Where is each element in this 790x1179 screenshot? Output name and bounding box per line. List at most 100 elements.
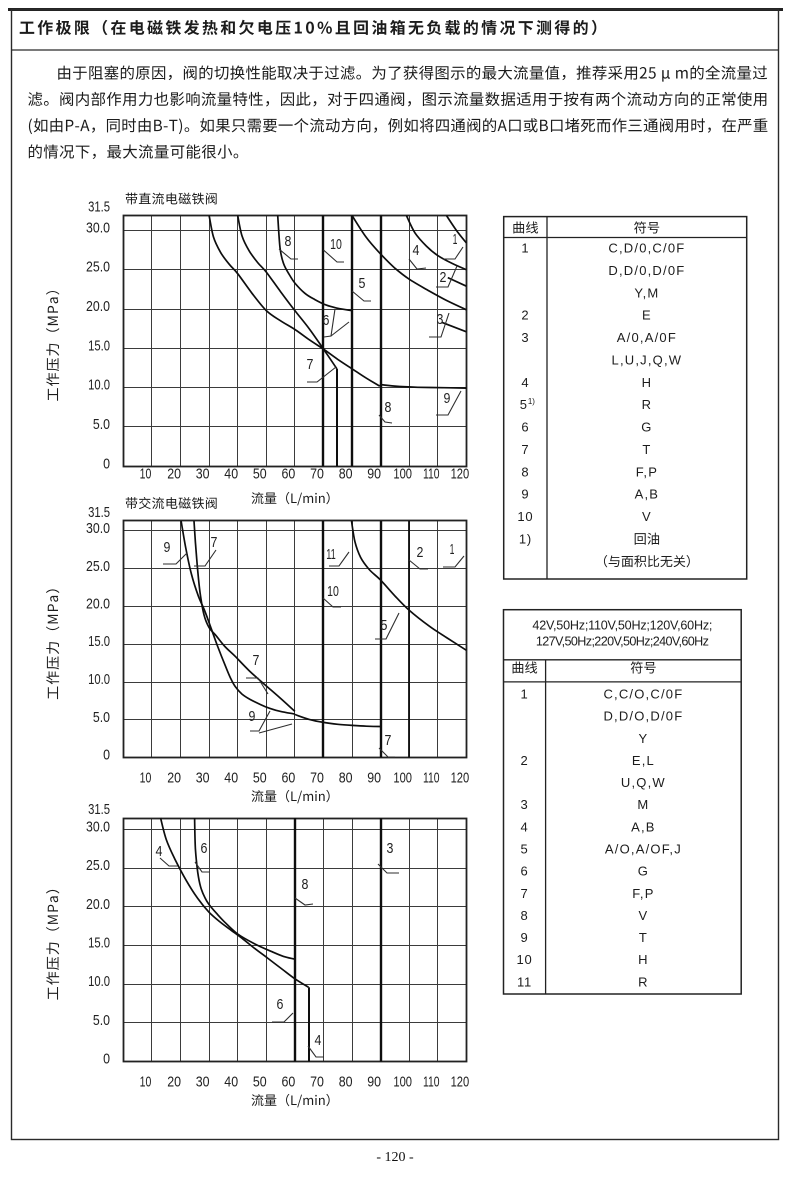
svg-text:80: 80: [339, 1074, 353, 1091]
svg-text:40: 40: [224, 1074, 238, 1091]
svg-text:Y,M: Y,M: [634, 285, 659, 300]
svg-text:6: 6: [520, 864, 528, 879]
svg-text:M: M: [637, 797, 649, 812]
svg-text:G: G: [641, 420, 652, 435]
svg-text:90: 90: [367, 1074, 381, 1091]
svg-text:1: 1: [520, 687, 528, 702]
svg-text:1): 1): [528, 397, 535, 406]
svg-text:6: 6: [521, 420, 529, 435]
svg-text:T: T: [642, 442, 651, 457]
svg-text:70: 70: [310, 1074, 324, 1091]
svg-text:10: 10: [140, 770, 152, 787]
svg-text:20.0: 20.0: [86, 596, 110, 613]
svg-text:F,P: F,P: [632, 886, 654, 901]
svg-text:10.0: 10.0: [88, 671, 110, 688]
svg-text:6: 6: [323, 312, 330, 329]
svg-text:C,C/O,C/0F: C,C/O,C/0F: [603, 687, 683, 702]
svg-text:110: 110: [423, 466, 440, 483]
svg-text:5.0: 5.0: [93, 709, 110, 726]
svg-text:2: 2: [417, 544, 424, 561]
svg-text:V: V: [638, 908, 648, 923]
svg-text:11: 11: [517, 974, 532, 989]
svg-text:R: R: [642, 397, 653, 412]
svg-text:4: 4: [521, 375, 529, 390]
svg-text:20: 20: [167, 1074, 181, 1091]
svg-text:10: 10: [516, 952, 532, 967]
svg-text:5: 5: [381, 617, 388, 634]
svg-text:6: 6: [201, 840, 208, 857]
svg-text:30: 30: [196, 466, 210, 483]
svg-text:30.0: 30.0: [86, 819, 110, 836]
svg-text:15.0: 15.0: [88, 337, 110, 354]
svg-text:0: 0: [103, 1051, 110, 1068]
svg-text:11: 11: [326, 546, 336, 563]
svg-text:7: 7: [253, 652, 260, 669]
svg-text:50: 50: [253, 466, 267, 483]
svg-text:9: 9: [249, 708, 256, 725]
svg-text:120: 120: [451, 1074, 470, 1091]
svg-text:5: 5: [359, 275, 366, 292]
svg-text:100: 100: [393, 466, 412, 483]
svg-text:0: 0: [103, 747, 110, 764]
svg-text:8: 8: [385, 399, 392, 416]
svg-text:L,U,J,Q,W: L,U,J,Q,W: [612, 352, 683, 367]
svg-text:5.0: 5.0: [93, 1012, 110, 1029]
svg-text:4: 4: [156, 843, 163, 860]
svg-text:4: 4: [520, 819, 528, 834]
svg-text:25.0: 25.0: [86, 857, 110, 874]
svg-text:2: 2: [440, 269, 447, 286]
svg-text:7: 7: [385, 732, 392, 749]
svg-text:30: 30: [196, 1074, 210, 1091]
svg-text:90: 90: [367, 466, 381, 483]
svg-text:8: 8: [520, 908, 528, 923]
svg-text:9: 9: [521, 487, 529, 502]
svg-text:10: 10: [140, 466, 152, 483]
svg-text:30.0: 30.0: [86, 219, 110, 236]
svg-text:5: 5: [520, 842, 528, 857]
svg-text:40: 40: [224, 770, 238, 787]
svg-text:D,D/O,D/0F: D,D/O,D/0F: [603, 709, 683, 724]
svg-text:10: 10: [140, 1074, 152, 1091]
svg-text:7: 7: [307, 356, 314, 373]
svg-text:30.0: 30.0: [86, 520, 110, 537]
svg-text:9: 9: [444, 390, 451, 407]
svg-text:90: 90: [367, 770, 381, 787]
svg-text:A/O,A/OF,J: A/O,A/OF,J: [605, 842, 682, 857]
svg-text:10: 10: [327, 583, 339, 600]
svg-text:4: 4: [413, 242, 420, 259]
svg-text:20: 20: [167, 466, 181, 483]
svg-text:A,B: A,B: [631, 819, 656, 834]
svg-text:3: 3: [520, 797, 528, 812]
svg-text:8: 8: [521, 464, 529, 479]
svg-text:R: R: [638, 974, 649, 989]
svg-text:100: 100: [393, 1074, 412, 1091]
svg-text:120: 120: [451, 466, 470, 483]
svg-text:1: 1: [521, 241, 529, 256]
svg-text:31.5: 31.5: [88, 801, 110, 818]
svg-text:50: 50: [253, 1074, 267, 1091]
svg-text:V: V: [642, 509, 652, 524]
svg-text:Y: Y: [638, 731, 648, 746]
svg-text:2: 2: [520, 753, 528, 768]
svg-text:80: 80: [339, 770, 353, 787]
svg-text:- 120 -: - 120 -: [376, 1150, 414, 1165]
svg-text:5.0: 5.0: [93, 416, 110, 433]
svg-text:7: 7: [211, 534, 218, 551]
svg-text:3: 3: [521, 330, 529, 345]
svg-text:10: 10: [517, 509, 533, 524]
svg-text:127V,50Hz;220V,50Hz;240V,60Hz: 127V,50Hz;220V,50Hz;240V,60Hz: [536, 635, 709, 649]
svg-text:2: 2: [521, 308, 529, 323]
svg-text:9: 9: [164, 539, 171, 556]
svg-text:15.0: 15.0: [88, 935, 110, 952]
svg-text:7: 7: [520, 886, 528, 901]
svg-text:10.0: 10.0: [88, 377, 110, 394]
svg-text:8: 8: [302, 876, 309, 893]
svg-text:H: H: [642, 375, 653, 390]
svg-text:5: 5: [520, 397, 527, 412]
svg-text:20: 20: [167, 770, 181, 787]
svg-text:8: 8: [285, 233, 292, 250]
svg-text:7: 7: [521, 442, 529, 457]
svg-text:U,Q,W: U,Q,W: [621, 775, 666, 790]
svg-text:42V,50Hz;110V,50Hz;120V,60Hz;: 42V,50Hz;110V,50Hz;120V,60Hz;: [532, 619, 712, 633]
svg-text:70: 70: [310, 466, 324, 483]
